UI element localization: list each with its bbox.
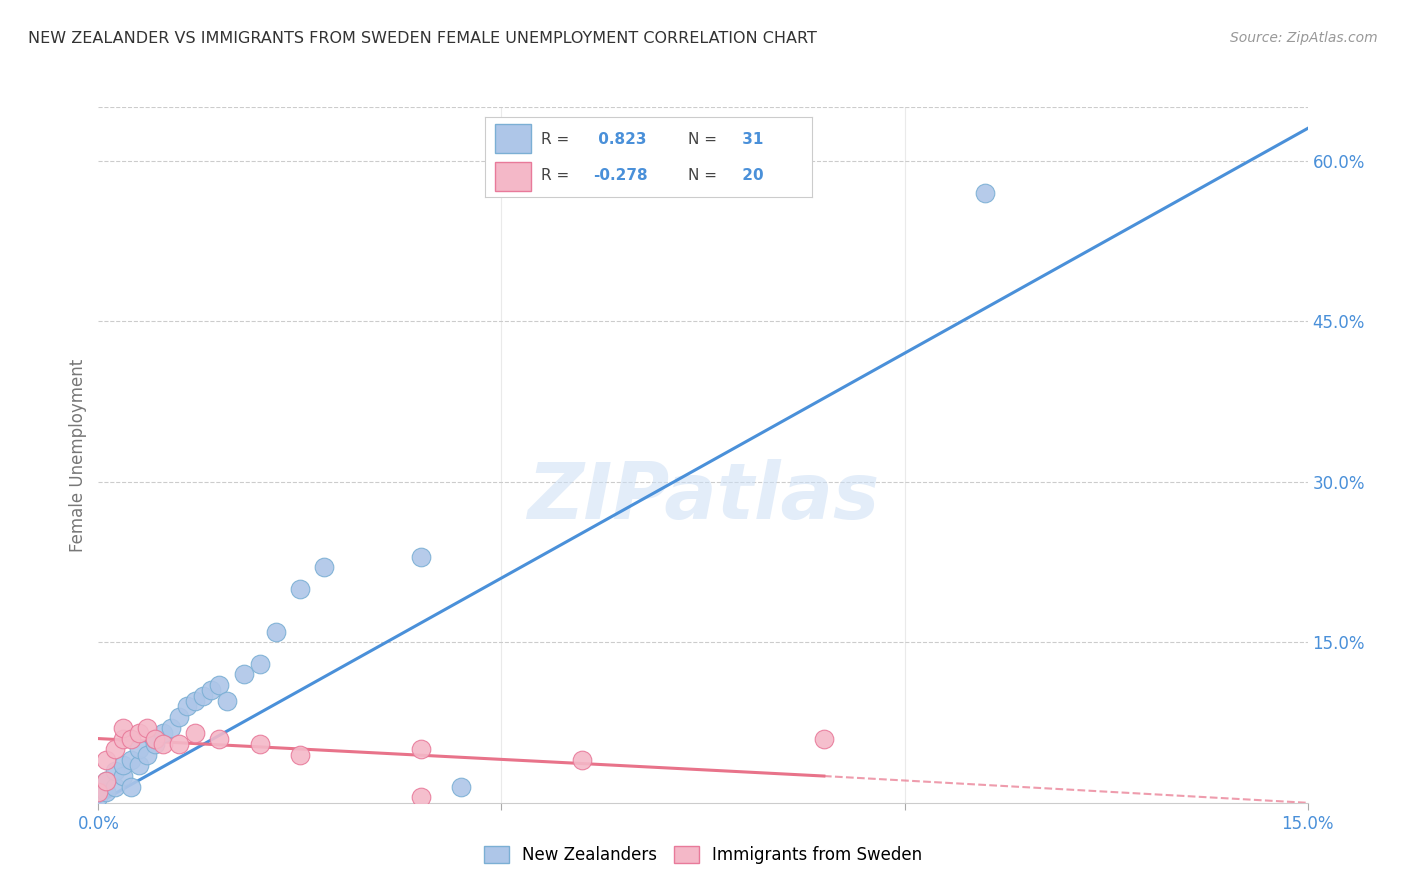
Point [143, 737, 166, 751]
Point [143, 731, 166, 746]
Point [111, 758, 134, 772]
Point [120, 731, 142, 746]
Point [120, 753, 142, 767]
Point [111, 731, 134, 746]
Point [96, 785, 118, 799]
Point [111, 769, 134, 783]
Point [152, 737, 174, 751]
Point [974, 186, 997, 200]
Point [128, 758, 150, 772]
Point [128, 726, 150, 740]
Point [96, 774, 118, 789]
Text: NEW ZEALANDER VS IMMIGRANTS FROM SWEDEN FEMALE UNEMPLOYMENT CORRELATION CHART: NEW ZEALANDER VS IMMIGRANTS FROM SWEDEN … [28, 31, 817, 46]
Point [200, 683, 222, 698]
Point [103, 742, 125, 756]
Point [176, 699, 198, 714]
Point [96, 774, 118, 789]
Point [208, 678, 231, 692]
Point [193, 689, 215, 703]
Point [288, 747, 311, 762]
Point [135, 747, 157, 762]
Point [409, 549, 432, 564]
Point [128, 742, 150, 756]
Point [103, 780, 125, 794]
Point [813, 731, 835, 746]
Point [87, 785, 110, 799]
Y-axis label: Female Unemployment: Female Unemployment [69, 359, 87, 551]
Point [160, 721, 183, 735]
Point [152, 726, 174, 740]
Point [103, 764, 125, 778]
Point [111, 721, 134, 735]
Point [96, 753, 118, 767]
Point [167, 737, 190, 751]
Legend: New Zealanders, Immigrants from Sweden: New Zealanders, Immigrants from Sweden [477, 839, 929, 871]
Text: ZIPatlas: ZIPatlas [527, 458, 879, 534]
Point [167, 710, 190, 724]
Point [450, 780, 472, 794]
Point [264, 624, 287, 639]
Point [184, 694, 207, 708]
Point [135, 721, 157, 735]
Point [232, 667, 254, 681]
Point [184, 726, 207, 740]
Point [120, 780, 142, 794]
Point [288, 582, 311, 596]
Point [217, 694, 239, 708]
Point [249, 737, 271, 751]
Point [571, 753, 593, 767]
Point [87, 790, 110, 805]
Point [249, 657, 271, 671]
Point [409, 790, 432, 805]
Point [314, 560, 336, 574]
Point [409, 742, 432, 756]
Point [208, 731, 231, 746]
Text: Source: ZipAtlas.com: Source: ZipAtlas.com [1230, 31, 1378, 45]
Point [143, 731, 166, 746]
